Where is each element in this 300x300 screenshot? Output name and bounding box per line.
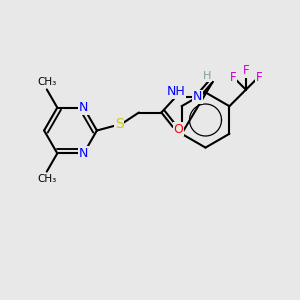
Text: N: N bbox=[79, 147, 88, 160]
Text: CH₃: CH₃ bbox=[37, 77, 56, 87]
Text: CH₃: CH₃ bbox=[37, 174, 56, 184]
Text: O: O bbox=[173, 123, 183, 136]
Text: S: S bbox=[115, 118, 124, 131]
Text: F: F bbox=[256, 71, 262, 84]
Text: N: N bbox=[193, 90, 202, 104]
Text: NH: NH bbox=[167, 85, 185, 98]
Text: H: H bbox=[203, 71, 212, 82]
Text: N: N bbox=[79, 101, 88, 114]
Text: F: F bbox=[230, 71, 236, 84]
Text: F: F bbox=[243, 64, 249, 77]
